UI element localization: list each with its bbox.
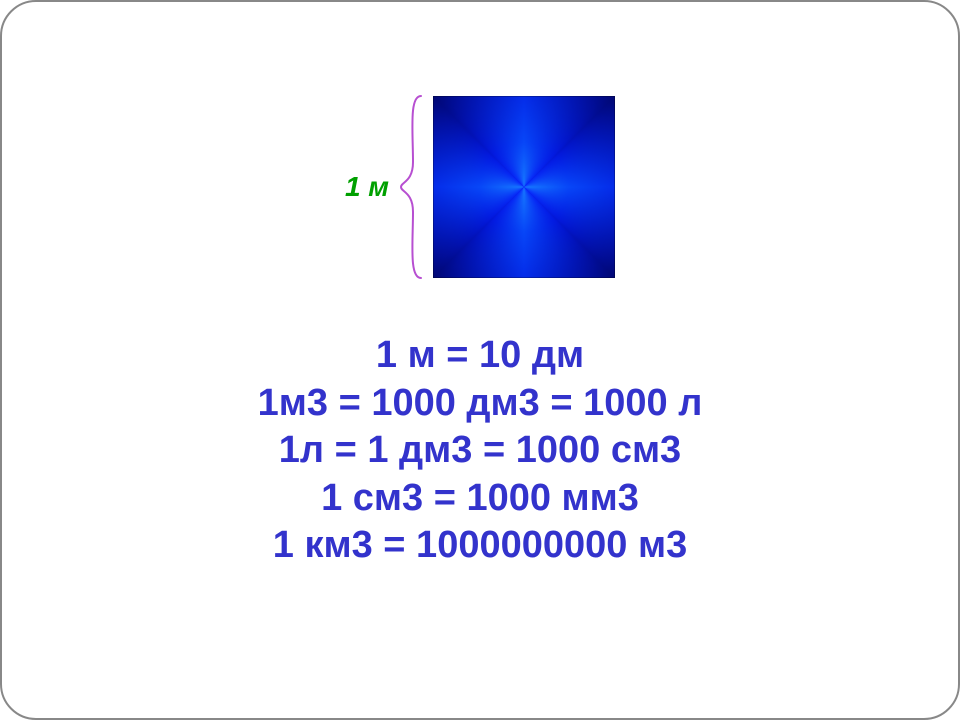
cube-side-annotation: 1 м xyxy=(345,92,433,282)
equation-line: 1л = 1 дм3 = 1000 см3 xyxy=(2,427,958,475)
cube-illustration: 1 м xyxy=(2,92,958,282)
equation-line: 1м3 = 1000 дм3 = 1000 л xyxy=(2,380,958,428)
brace-icon xyxy=(399,92,425,282)
equation-line: 1 км3 = 1000000000 м3 xyxy=(2,522,958,570)
equation-line: 1 см3 = 1000 мм3 xyxy=(2,475,958,523)
cube-side-label: 1 м xyxy=(345,171,389,203)
cube-square xyxy=(433,96,615,278)
equations-list: 1 м = 10 дм1м3 = 1000 дм3 = 1000 л1л = 1… xyxy=(2,332,958,570)
equation-line: 1 м = 10 дм xyxy=(2,332,958,380)
slide-frame: 1 м 1 м = 10 дм1м3 = 1000 дм3 = 1000 л1л… xyxy=(0,0,960,720)
